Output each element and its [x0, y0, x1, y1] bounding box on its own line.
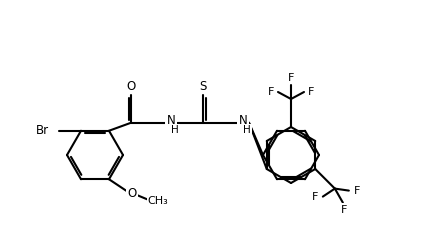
Text: Br: Br: [36, 124, 49, 137]
Text: F: F: [268, 87, 274, 97]
Text: F: F: [341, 205, 347, 215]
Text: O: O: [127, 187, 137, 200]
Text: F: F: [353, 186, 360, 196]
Text: N: N: [239, 114, 247, 127]
Text: H: H: [171, 125, 179, 135]
Text: S: S: [199, 80, 207, 93]
Text: F: F: [312, 192, 318, 202]
Text: F: F: [308, 87, 314, 97]
Text: F: F: [288, 73, 294, 83]
Text: H: H: [243, 125, 251, 135]
Text: CH₃: CH₃: [148, 196, 168, 206]
Text: O: O: [127, 80, 136, 93]
Text: N: N: [166, 114, 175, 127]
